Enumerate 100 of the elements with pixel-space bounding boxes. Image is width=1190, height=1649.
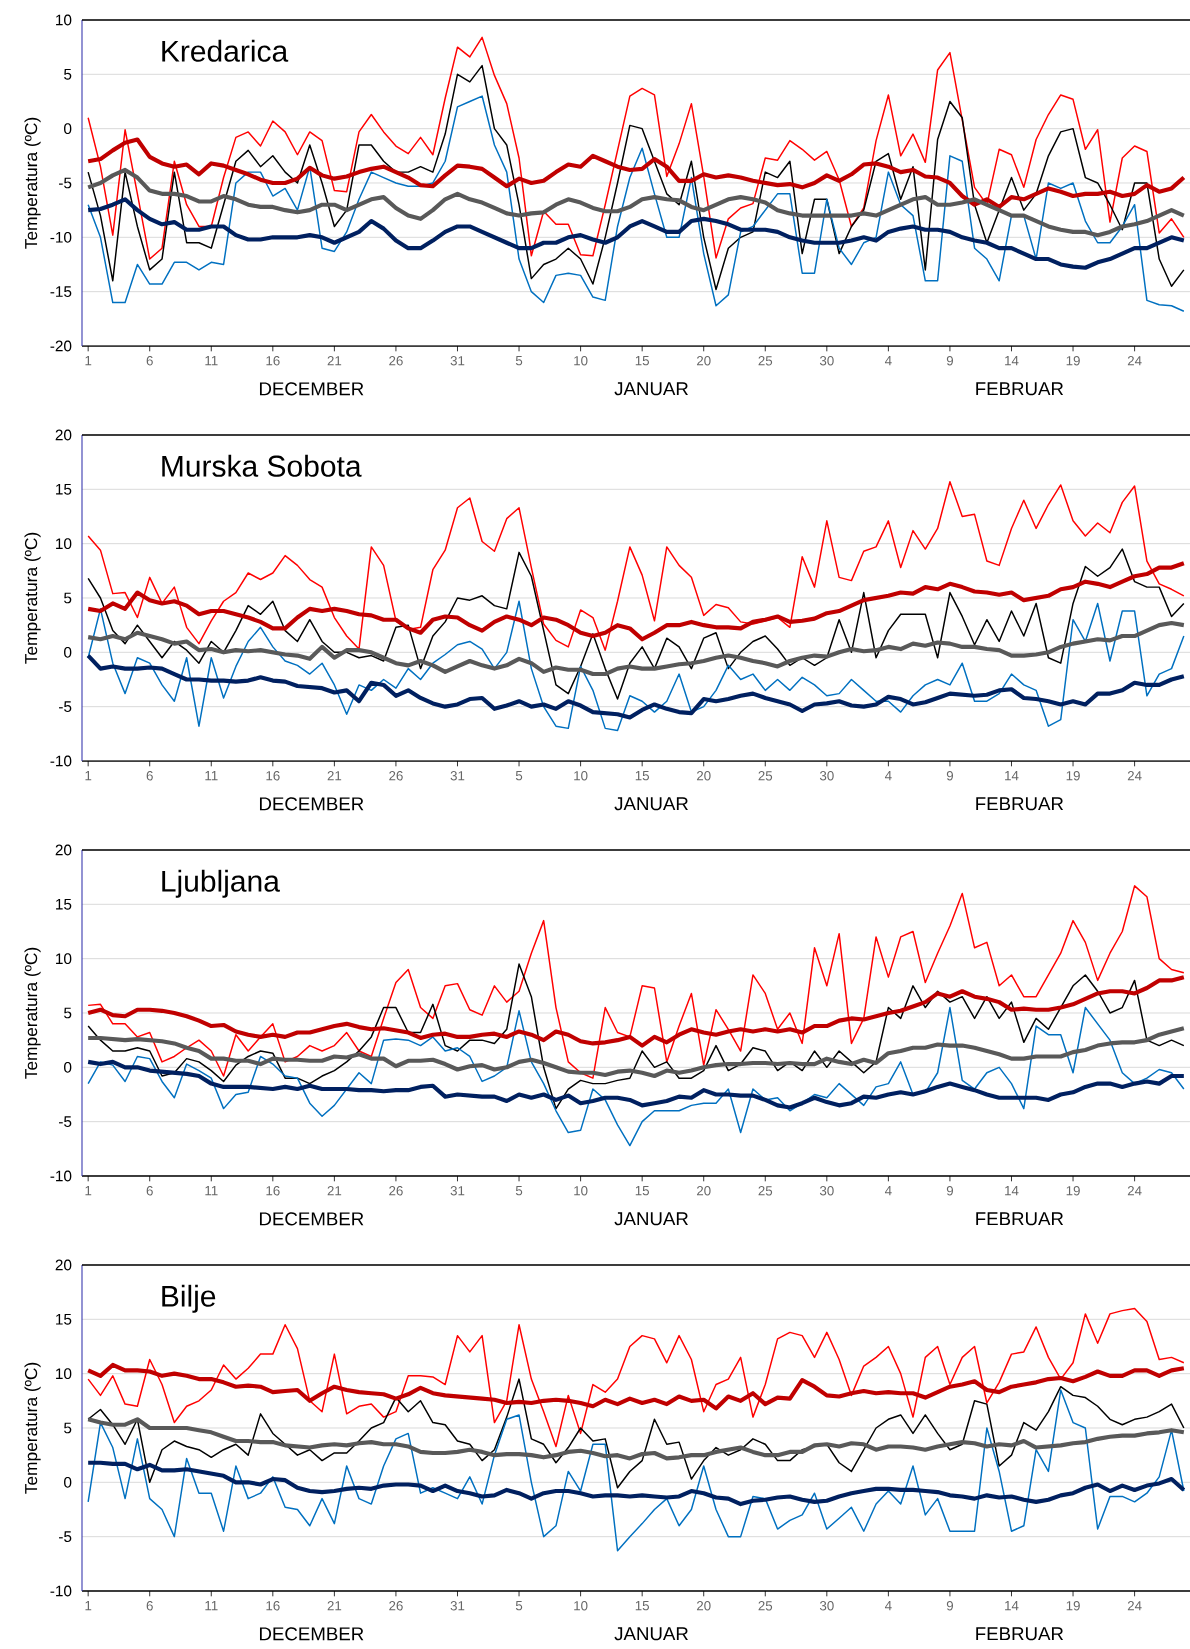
x-tick-label: 31 bbox=[450, 356, 465, 366]
y-tick-label: 5 bbox=[64, 592, 72, 604]
x-tick-label: 9 bbox=[946, 771, 954, 781]
x-tick-label: 1 bbox=[85, 356, 92, 366]
text: JANUAR bbox=[614, 797, 688, 811]
line-series bbox=[87, 480, 1185, 651]
text: FEBRUAR bbox=[976, 1212, 1064, 1226]
x-tick-label: 6 bbox=[146, 1186, 153, 1196]
text: Ljubljana bbox=[162, 869, 280, 898]
x-tick-label: 31 bbox=[450, 771, 465, 781]
x-tick-label: 26 bbox=[389, 1601, 403, 1611]
y-tick-label: -10 bbox=[50, 755, 72, 767]
x-tick-label: 19 bbox=[1066, 356, 1080, 366]
x-tick-label: 15 bbox=[635, 1186, 650, 1196]
text: DECEMBER bbox=[259, 382, 364, 396]
x-tick-label: 20 bbox=[696, 1601, 711, 1611]
y-tick-label: 10 bbox=[56, 14, 72, 26]
x-tick-label: 16 bbox=[266, 1601, 280, 1611]
text: Bilje bbox=[162, 1284, 216, 1313]
x-tick-label: 30 bbox=[819, 356, 834, 366]
x-tick-label: 14 bbox=[1005, 1186, 1019, 1196]
y-axis-title: Temperatura (ºC) bbox=[24, 532, 41, 664]
y-tick-label: 5 bbox=[64, 1422, 72, 1434]
line-series bbox=[87, 963, 1185, 1110]
y-tick-label: 10 bbox=[56, 1368, 72, 1380]
y-tick-label: -5 bbox=[59, 1531, 72, 1542]
x-tick-label: 20 bbox=[696, 771, 711, 781]
text: FEBRUAR bbox=[976, 797, 1064, 811]
y-tick-label: 20 bbox=[55, 844, 72, 856]
x-tick-label: 19 bbox=[1066, 771, 1080, 781]
x-tick-label: 5 bbox=[515, 771, 523, 781]
y-axis-title: Temperatura (ºC) bbox=[24, 947, 41, 1079]
x-tick-label: 30 bbox=[819, 1186, 834, 1196]
y-tick-label: 15 bbox=[56, 483, 72, 495]
x-tick-label: 24 bbox=[1127, 1601, 1142, 1611]
x-tick-label: 11 bbox=[205, 356, 218, 366]
x-tick-label: 4 bbox=[884, 1601, 892, 1611]
x-tick-label: 11 bbox=[205, 1601, 218, 1611]
y-tick-label: -15 bbox=[50, 286, 72, 297]
x-tick-label: 25 bbox=[758, 1601, 773, 1611]
x-tick-label: 6 bbox=[146, 356, 153, 366]
line-series bbox=[87, 600, 1185, 732]
y-tick-label: 20 bbox=[55, 1259, 72, 1271]
x-tick-label: 1 bbox=[85, 771, 92, 781]
x-tick-label: 5 bbox=[515, 356, 523, 366]
text: FEBRUAR bbox=[976, 1627, 1064, 1641]
x-tick-label: 21 bbox=[327, 1186, 342, 1196]
x-tick-label: 4 bbox=[884, 771, 892, 781]
x-tick-label: 25 bbox=[758, 356, 773, 366]
x-tick-label: 15 bbox=[635, 356, 650, 366]
y-tick-label: -5 bbox=[59, 177, 72, 189]
x-tick-label: 14 bbox=[1005, 1601, 1019, 1611]
y-tick-label: -10 bbox=[50, 1585, 72, 1597]
x-tick-label: 14 bbox=[1005, 771, 1019, 781]
x-tick-label: 15 bbox=[635, 1601, 650, 1611]
x-tick-label: 1 bbox=[85, 1601, 92, 1611]
x-tick-label: 31 bbox=[450, 1186, 465, 1196]
x-tick-label: 9 bbox=[946, 1601, 954, 1611]
x-tick-label: 10 bbox=[574, 771, 588, 781]
x-tick-label: 20 bbox=[696, 1186, 711, 1196]
text: DECEMBER bbox=[259, 1212, 364, 1226]
y-tick-label: 0 bbox=[64, 1476, 72, 1488]
x-tick-label: 10 bbox=[574, 1186, 588, 1196]
y-axis-title: Temperatura (ºC) bbox=[24, 1362, 41, 1494]
x-tick-label: 31 bbox=[450, 1601, 465, 1611]
x-tick-label: 4 bbox=[884, 356, 892, 366]
y-tick-label: -10 bbox=[50, 1170, 72, 1182]
x-tick-label: 21 bbox=[327, 771, 342, 781]
y-tick-label: 0 bbox=[64, 646, 72, 658]
x-tick-label: 6 bbox=[146, 771, 153, 781]
y-tick-label: 15 bbox=[56, 898, 72, 910]
text: JANUAR bbox=[614, 382, 688, 396]
x-tick-label: 20 bbox=[696, 356, 711, 366]
text: JANUAR bbox=[614, 1212, 688, 1226]
x-tick-label: 19 bbox=[1066, 1186, 1080, 1196]
x-tick-label: 4 bbox=[884, 1186, 892, 1196]
y-axis-title: Temperatura (ºC) bbox=[24, 117, 41, 249]
y-tick-label: 5 bbox=[64, 68, 72, 80]
x-tick-label: 9 bbox=[946, 356, 954, 366]
y-tick-label: -10 bbox=[50, 231, 72, 243]
x-tick-label: 15 bbox=[635, 771, 650, 781]
y-tick-label: 10 bbox=[56, 953, 72, 965]
x-tick-label: 16 bbox=[266, 1186, 280, 1196]
x-tick-label: 11 bbox=[205, 1186, 218, 1196]
x-tick-label: 30 bbox=[819, 771, 834, 781]
x-tick-label: 24 bbox=[1127, 356, 1142, 366]
text: JANUAR bbox=[614, 1627, 688, 1641]
x-tick-label: 11 bbox=[205, 771, 218, 781]
y-tick-label: -20 bbox=[50, 340, 72, 352]
x-tick-label: 21 bbox=[327, 1601, 342, 1611]
x-tick-label: 10 bbox=[574, 1601, 588, 1611]
x-tick-label: 16 bbox=[266, 356, 280, 366]
x-tick-label: 21 bbox=[327, 356, 342, 366]
text: Kredarica bbox=[162, 39, 289, 62]
y-tick-label: 0 bbox=[64, 1061, 72, 1073]
x-tick-label: 19 bbox=[1066, 1601, 1080, 1611]
text: DECEMBER bbox=[259, 1627, 364, 1641]
x-tick-label: 1 bbox=[85, 1186, 92, 1196]
y-tick-label: -5 bbox=[59, 701, 72, 712]
x-tick-label: 6 bbox=[146, 1601, 153, 1611]
